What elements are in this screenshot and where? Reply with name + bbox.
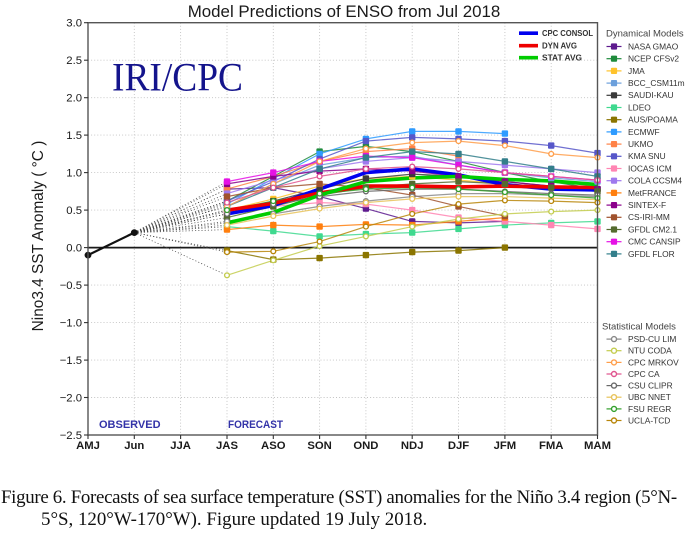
svg-text:−0.5: −0.5 xyxy=(60,280,82,292)
svg-text:DJF: DJF xyxy=(448,440,469,452)
svg-text:GFDL FLOR: GFDL FLOR xyxy=(628,249,675,259)
svg-text:SINTEX-F: SINTEX-F xyxy=(628,200,666,210)
svg-text:KMA SNU: KMA SNU xyxy=(628,151,666,161)
svg-text:3.0: 3.0 xyxy=(66,18,82,30)
svg-text:JFM: JFM xyxy=(494,440,517,452)
svg-text:GFDL CM2.1: GFDL CM2.1 xyxy=(628,224,677,234)
svg-text:CPC CONSOL: CPC CONSOL xyxy=(542,29,593,38)
svg-text:CSU CLIPR: CSU CLIPR xyxy=(628,381,673,391)
svg-text:ECMWF: ECMWF xyxy=(628,127,660,137)
svg-text:SAUDI-KAU: SAUDI-KAU xyxy=(628,90,674,100)
svg-text:CPC CA: CPC CA xyxy=(628,369,660,379)
svg-text:UBC NNET: UBC NNET xyxy=(628,392,671,402)
svg-text:2.5: 2.5 xyxy=(66,55,82,67)
svg-text:NASA GMAO: NASA GMAO xyxy=(628,41,679,51)
svg-text:Statistical Models: Statistical Models xyxy=(602,322,676,333)
svg-text:Model Predictions of ENSO from: Model Predictions of ENSO from Jul 2018 xyxy=(188,2,501,21)
svg-text:−1.5: −1.5 xyxy=(60,355,82,367)
svg-text:CMC CANSIP: CMC CANSIP xyxy=(628,237,681,247)
svg-text:OBSERVED: OBSERVED xyxy=(99,419,161,431)
svg-text:BCC_CSM11m: BCC_CSM11m xyxy=(628,78,685,88)
svg-text:−2.5: −2.5 xyxy=(60,430,82,442)
svg-text:STAT AVG: STAT AVG xyxy=(542,54,582,63)
svg-text:FMA: FMA xyxy=(539,440,563,452)
svg-text:0.5: 0.5 xyxy=(66,205,82,217)
svg-text:MAM: MAM xyxy=(584,440,611,452)
svg-text:ASO: ASO xyxy=(261,440,286,452)
svg-text:Nino3.4 SST Anomaly ( °C ): Nino3.4 SST Anomaly ( °C ) xyxy=(30,141,47,332)
svg-text:Jun: Jun xyxy=(124,440,144,452)
svg-text:0.0: 0.0 xyxy=(66,242,82,254)
svg-text:DYN AVG: DYN AVG xyxy=(542,42,577,51)
svg-text:FORECAST: FORECAST xyxy=(228,419,283,431)
svg-text:JMA: JMA xyxy=(628,66,645,76)
svg-text:1.5: 1.5 xyxy=(66,130,82,142)
svg-text:OND: OND xyxy=(353,440,378,452)
svg-text:PSD-CU LIM: PSD-CU LIM xyxy=(628,334,676,344)
svg-text:UCLA-TCD: UCLA-TCD xyxy=(628,415,670,425)
svg-text:MetFRANCE: MetFRANCE xyxy=(628,188,677,198)
svg-text:FSU REGR: FSU REGR xyxy=(628,404,671,414)
svg-text:LDEO: LDEO xyxy=(628,102,651,112)
svg-text:2.0: 2.0 xyxy=(66,93,82,105)
svg-text:IOCAS ICM: IOCAS ICM xyxy=(628,163,672,173)
svg-text:JAS: JAS xyxy=(216,440,238,452)
svg-text:1.0: 1.0 xyxy=(66,167,82,179)
svg-text:Dynamical Models: Dynamical Models xyxy=(606,29,684,40)
svg-text:COLA CCSM4: COLA CCSM4 xyxy=(628,176,682,186)
svg-text:−1.0: −1.0 xyxy=(60,317,82,329)
svg-text:−2.0: −2.0 xyxy=(60,392,82,404)
svg-text:AUS/POAMA: AUS/POAMA xyxy=(628,115,678,125)
svg-text:CPC MRKOV: CPC MRKOV xyxy=(628,357,679,367)
svg-text:NTU CODA: NTU CODA xyxy=(628,346,672,356)
svg-text:NCEP CFSv2: NCEP CFSv2 xyxy=(628,54,679,64)
svg-text:UKMO: UKMO xyxy=(628,139,654,149)
svg-text:AMJ: AMJ xyxy=(76,440,100,452)
svg-text:JJA: JJA xyxy=(170,440,191,452)
svg-text:IRI/CPC: IRI/CPC xyxy=(112,55,243,100)
svg-text:CS-IRI-MM: CS-IRI-MM xyxy=(628,212,670,222)
svg-text:NDJ: NDJ xyxy=(401,440,424,452)
svg-text:SON: SON xyxy=(307,440,331,452)
